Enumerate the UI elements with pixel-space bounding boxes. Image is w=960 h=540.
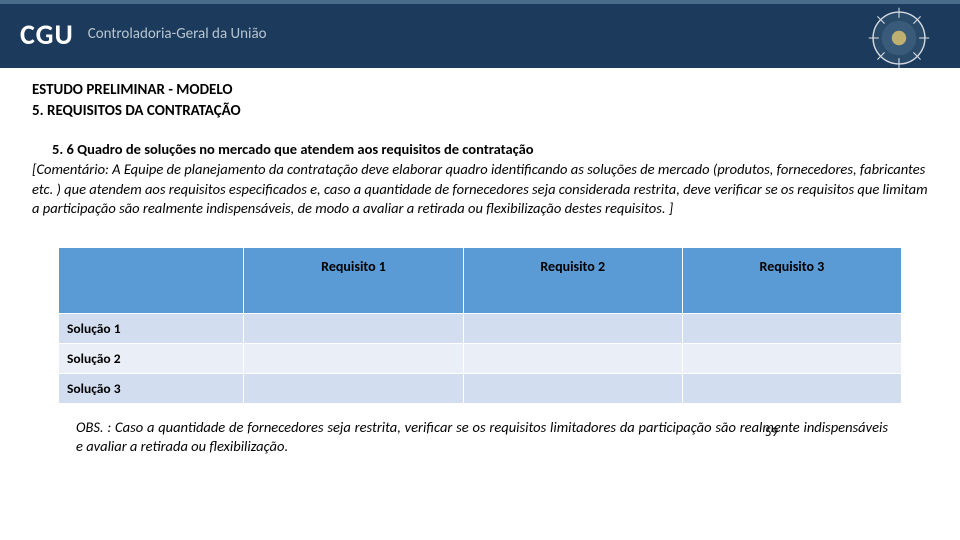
cell	[682, 373, 901, 403]
cell	[244, 343, 463, 373]
cell	[463, 373, 682, 403]
heading-line-2: 5. REQUISITOS DA CONTRATAÇÃO	[32, 101, 928, 122]
cell	[463, 343, 682, 373]
header-accent-line	[0, 0, 960, 4]
cell	[244, 313, 463, 343]
cgu-logo-text: CGU	[20, 17, 74, 52]
table-row: Solução 2	[59, 343, 902, 373]
table-header-col-3: Requisito 3	[682, 247, 901, 313]
table-header-blank	[59, 247, 244, 313]
row-label-3: Solução 3	[59, 373, 244, 403]
table-header-col-2: Requisito 2	[463, 247, 682, 313]
cell	[682, 313, 901, 343]
section-title: 5. 6 Quadro de soluções no mercado que a…	[52, 140, 928, 158]
cgu-subtitle: Controladoria-Geral da União	[88, 25, 267, 43]
solutions-table: Requisito 1 Requisito 2 Requisito 3 Solu…	[58, 247, 902, 404]
table-row: Solução 1	[59, 313, 902, 343]
row-label-1: Solução 1	[59, 313, 244, 343]
header-bar: CGU Controladoria-Geral da União	[0, 0, 960, 68]
solutions-table-wrap: Requisito 1 Requisito 2 Requisito 3 Solu…	[58, 247, 902, 404]
table-header-col-1: Requisito 1	[244, 247, 463, 313]
cell	[244, 373, 463, 403]
heading-line-1: ESTUDO PRELIMINAR - MODELO	[32, 80, 928, 101]
obs-note: OBS. : Caso a quantidade de fornecedores…	[76, 418, 888, 457]
national-emblem-icon	[863, 2, 935, 74]
slide-content: ESTUDO PRELIMINAR - MODELO 5. REQUISITOS…	[0, 68, 960, 457]
page-number: 59	[765, 424, 778, 442]
row-label-2: Solução 2	[59, 343, 244, 373]
table-header-row: Requisito 1 Requisito 2 Requisito 3	[59, 247, 902, 313]
cell	[682, 343, 901, 373]
comment-text: [Comentário: A Equipe de planejamento da…	[32, 160, 928, 219]
table-row: Solução 3	[59, 373, 902, 403]
cell	[463, 313, 682, 343]
